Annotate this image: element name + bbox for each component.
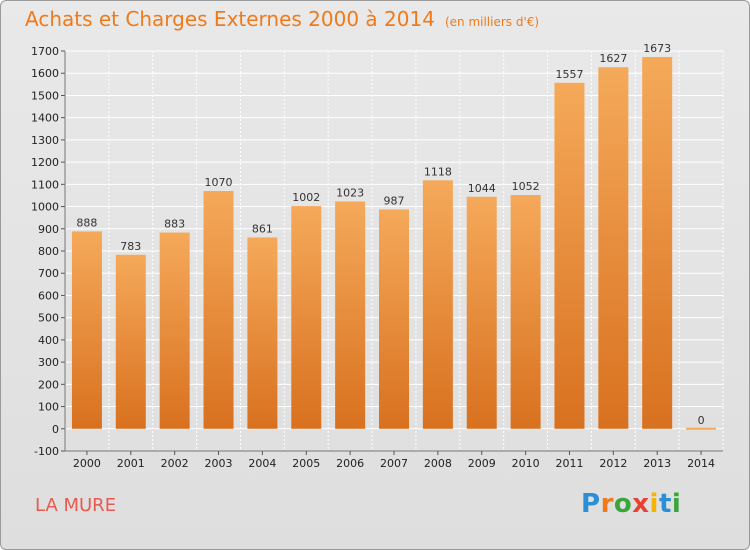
x-tick-label: 2007 — [380, 457, 408, 470]
data-label-2004: 861 — [252, 222, 273, 235]
data-label-2008: 1118 — [424, 165, 452, 178]
bar-2008 — [422, 180, 453, 429]
y-tick-label: 1400 — [31, 112, 59, 125]
proxiti-logo: Proxiti — [581, 489, 681, 519]
y-tick-label: 400 — [38, 334, 59, 347]
x-tick-label: 2001 — [117, 457, 145, 470]
y-tick-label: 1700 — [31, 45, 59, 58]
x-tick-label: 2014 — [687, 457, 715, 470]
data-label-2010: 1052 — [512, 180, 540, 193]
y-tick-label: 500 — [38, 312, 59, 325]
data-label-2013: 1673 — [643, 42, 671, 55]
bar-2013 — [642, 57, 673, 429]
bar-2009 — [466, 196, 497, 429]
y-tick-label: -100 — [34, 445, 59, 458]
axes: -100 0 100 200 300 400 500 600 700 800 900 1000 1100… — [31, 45, 723, 470]
x-tick-label: 2003 — [205, 457, 233, 470]
bar-2002 — [159, 232, 190, 429]
y-tick-label: 100 — [38, 401, 59, 414]
data-label-2011: 1557 — [555, 68, 583, 81]
y-tick-label: 1000 — [31, 201, 59, 214]
x-tick-label: 2013 — [643, 457, 671, 470]
y-tick-label: 700 — [38, 267, 59, 280]
chart-title: Achats et Charges Externes 2000 à 2014 (e… — [25, 7, 540, 31]
y-tick-label: 200 — [38, 378, 59, 391]
x-tick-label: 2002 — [161, 457, 189, 470]
logo-letter: t — [658, 489, 672, 519]
y-tick-label: 600 — [38, 289, 59, 302]
bar-2000 — [71, 231, 102, 429]
data-label-2007: 987 — [384, 194, 405, 207]
x-tick-label: 2005 — [292, 457, 320, 470]
bar-2004 — [247, 237, 278, 429]
bars — [71, 57, 717, 430]
x-tick-label: 2006 — [336, 457, 364, 470]
chart-subtitle: (en milliers d'€) — [444, 15, 540, 29]
y-tick-label: 300 — [38, 356, 59, 369]
data-label-2003: 1070 — [205, 176, 233, 189]
y-tick-label: 800 — [38, 245, 59, 258]
logo-letter: r — [600, 489, 614, 519]
data-label-2005: 1002 — [292, 191, 320, 204]
data-label-2006: 1023 — [336, 186, 364, 199]
y-tick-label: 1300 — [31, 134, 59, 147]
place-label: LA MURE — [35, 495, 117, 516]
data-label-2000: 888 — [76, 216, 97, 229]
bar-2003 — [203, 191, 234, 429]
data-label-2012: 1627 — [599, 52, 627, 65]
y-tick-label: 0 — [52, 423, 59, 436]
logo-letter: o — [613, 489, 633, 519]
y-tick-label: 1100 — [31, 178, 59, 191]
data-label-2009: 1044 — [468, 182, 496, 195]
data-label-2002: 883 — [164, 218, 185, 231]
data-label-2001: 783 — [120, 240, 141, 253]
y-tick-label: 1200 — [31, 156, 59, 169]
bar-2001 — [115, 254, 146, 429]
logo-letter: P — [581, 489, 601, 519]
bar-2012 — [598, 67, 629, 429]
y-tick-label: 1500 — [31, 89, 59, 102]
bar-2007 — [379, 209, 409, 429]
x-tick-label: 2011 — [555, 457, 583, 470]
bar-2011 — [554, 82, 585, 429]
logo-letter: i — [671, 489, 682, 519]
x-tick-label: 2009 — [468, 457, 496, 470]
y-tick-label: 1600 — [31, 67, 59, 80]
bar-2005 — [291, 206, 322, 429]
x-tick-label: 2004 — [248, 457, 276, 470]
y-tick-label: 900 — [38, 223, 59, 236]
logo-letter: i — [649, 489, 659, 519]
x-tick-label: 2000 — [73, 457, 101, 470]
bar-2010 — [510, 195, 541, 429]
x-tick-label: 2010 — [512, 457, 540, 470]
x-tick-label: 2008 — [424, 457, 452, 470]
bar-2006 — [335, 201, 366, 429]
logo-letter: x — [632, 489, 650, 519]
data-label-2014: 0 — [698, 414, 705, 427]
data-labels: 888 783 883 1070 861 1002 1023 987 1118 1044 1052 1… — [76, 42, 704, 427]
x-tick-label: 2012 — [599, 457, 627, 470]
